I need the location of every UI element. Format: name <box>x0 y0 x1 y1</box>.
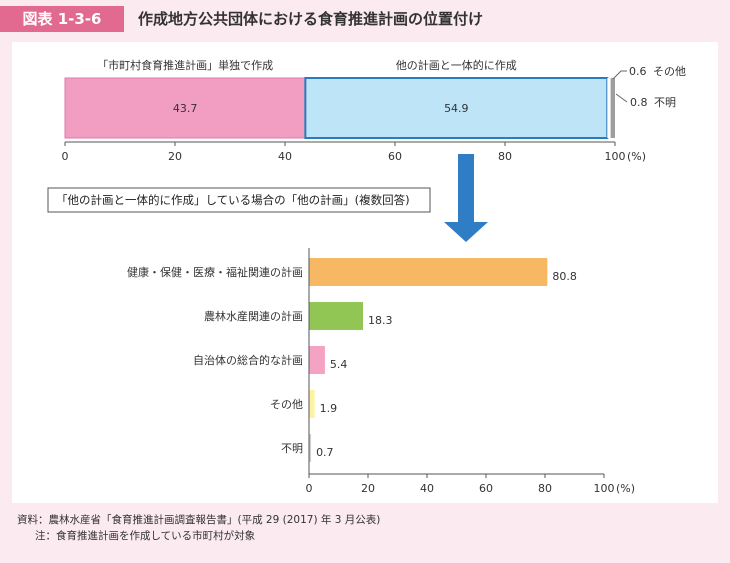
bar <box>309 258 548 286</box>
stacked-bar-segment <box>610 78 615 138</box>
bar-value-label: 5.4 <box>330 358 348 371</box>
callout-value-label: 0.8 <box>630 96 648 109</box>
down-arrow-icon <box>444 154 488 242</box>
x-unit-label: (%) <box>627 150 646 163</box>
x-tick-label: 60 <box>479 482 493 495</box>
segment-category-label: 他の計画と一体的に作成 <box>396 58 517 72</box>
bar <box>309 434 312 462</box>
category-label: 不明 <box>281 442 303 455</box>
segment-value-label: 43.7 <box>173 102 198 115</box>
callout-line-other <box>612 70 627 80</box>
stacked-bar-segment <box>304 77 609 139</box>
segment-category-label: 「市町村食育推進計画」単独で作成 <box>97 58 273 72</box>
figure-badge: 図表 1-3-6 <box>0 6 124 32</box>
bar-value-label: 80.8 <box>552 270 577 283</box>
footnote: 注：食育推進計画を作成している市町村が対象 <box>35 530 256 542</box>
callout-category-label: 不明 <box>654 96 676 109</box>
x-tick-label: 40 <box>420 482 434 495</box>
category-label: 自治体の総合的な計画 <box>193 353 303 367</box>
x-tick-label: 100 <box>594 482 615 495</box>
x-tick-label: 0 <box>306 482 313 495</box>
x-tick-label: 20 <box>168 150 182 163</box>
bar <box>309 346 325 374</box>
chart-title: 「他の計画と一体的に作成」している場合の「他の計画」(複数回答) <box>56 193 410 207</box>
x-unit-label: (%) <box>616 482 635 495</box>
callout-value-label: 0.6 <box>629 65 647 78</box>
figure-title: 作成地方公共団体における食育推進計画の位置付け <box>138 10 484 28</box>
x-tick-label: 80 <box>498 150 512 163</box>
stacked-bar-segment <box>607 78 611 138</box>
category-label: 健康・保健・医療・福祉関連の計画 <box>127 265 303 279</box>
callout-category-label: その他 <box>653 65 686 78</box>
bar-value-label: 0.7 <box>316 446 334 459</box>
x-tick-label: 80 <box>538 482 552 495</box>
bar <box>309 302 363 330</box>
bar-value-label: 1.9 <box>320 402 338 415</box>
x-tick-label: 20 <box>361 482 375 495</box>
x-tick-label: 40 <box>278 150 292 163</box>
x-tick-label: 60 <box>388 150 402 163</box>
segment-value-label: 54.9 <box>444 102 469 115</box>
chart-title-box <box>47 187 431 213</box>
bar-value-label: 18.3 <box>368 314 393 327</box>
chart-canvas: 「市町村食育推進計画」単独で作成 43.7 他の計画と一体的に作成 54.9 0.6 その… <box>47 58 686 495</box>
notes: 資料：農林水産省「食育推進計画調査報告書」(平成 29 (2017) 年 3 月… <box>17 512 380 544</box>
stacked-bar-segment <box>64 77 306 139</box>
chart-panel: 「市町村食育推進計画」単独で作成 43.7 他の計画と一体的に作成 54.9 0.6 その… <box>12 42 718 503</box>
category-label: その他 <box>270 398 303 411</box>
bar <box>309 390 315 418</box>
category-label: 農林水産関連の計画 <box>204 309 303 323</box>
callout-line-unknown <box>615 93 628 103</box>
x-tick-label: 0 <box>62 150 69 163</box>
source-note: 資料：農林水産省「食育推進計画調査報告書」(平成 29 (2017) 年 3 月… <box>17 514 381 526</box>
x-tick-label: 100 <box>605 150 626 163</box>
